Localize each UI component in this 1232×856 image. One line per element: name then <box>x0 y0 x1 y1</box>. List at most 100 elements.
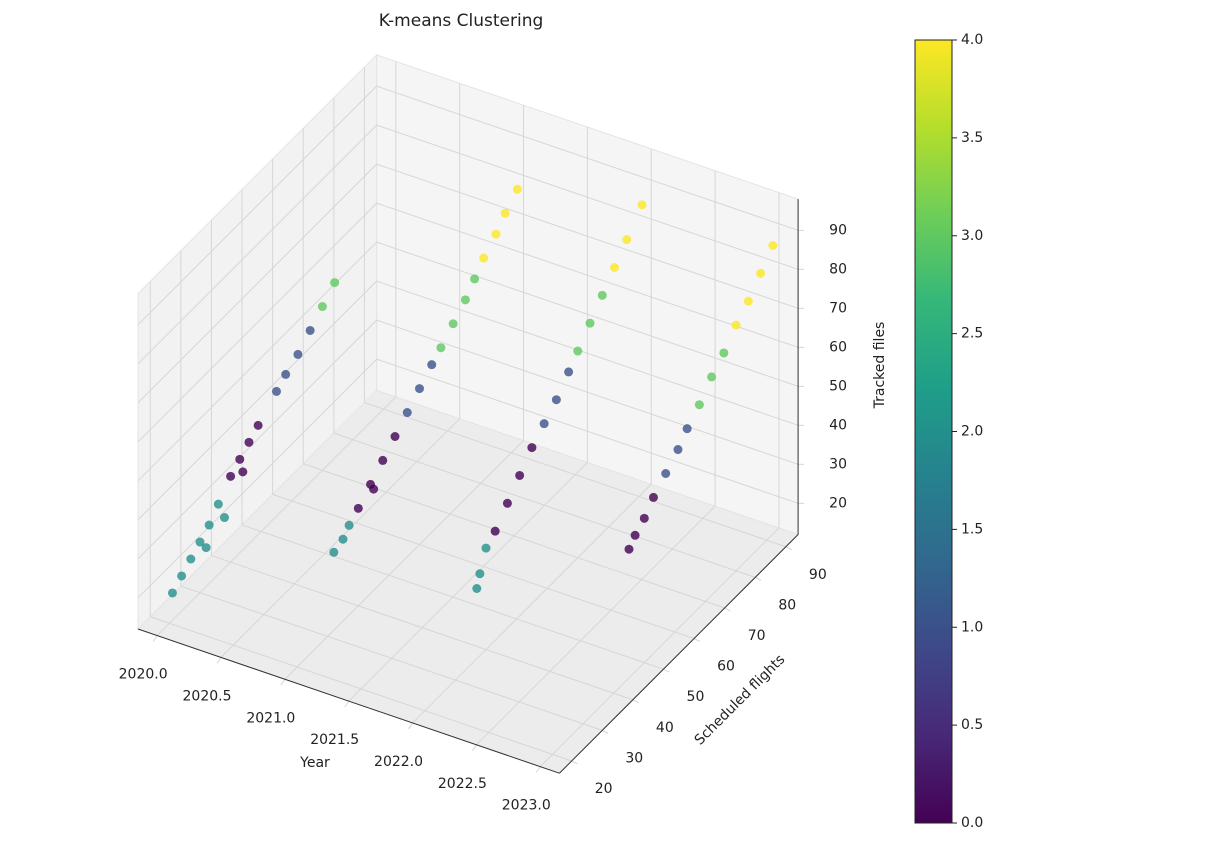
data-point <box>673 445 683 455</box>
data-point <box>219 513 229 523</box>
grid-line <box>137 319 378 560</box>
data-point <box>512 184 522 194</box>
data-point <box>366 479 376 489</box>
z-tick-label: 90 <box>829 222 847 238</box>
z-tick-label: 50 <box>829 378 847 394</box>
data-point <box>244 437 254 447</box>
x-axis <box>137 628 560 774</box>
z-axis-label: Tracked files <box>872 322 888 410</box>
data-point <box>639 513 649 523</box>
colorbar-tick-label: 1.5 <box>961 521 983 537</box>
colorbar <box>914 39 953 824</box>
data-point <box>472 583 482 593</box>
data-point <box>201 543 211 553</box>
colorbar-tick-label: 0.5 <box>961 717 983 733</box>
data-point <box>564 367 574 377</box>
z-tick-label: 40 <box>829 417 847 433</box>
data-point <box>281 369 291 379</box>
data-point <box>186 554 196 564</box>
grid-line <box>376 163 799 309</box>
data-point <box>624 544 634 554</box>
y-tick-label: 40 <box>656 720 674 736</box>
x-tick <box>344 700 350 708</box>
colorbar-tick-label: 3.0 <box>961 228 983 244</box>
grid-line <box>348 462 588 702</box>
grid-line <box>376 319 799 465</box>
x-tick-label: 2020.0 <box>119 667 168 683</box>
data-point <box>427 360 437 370</box>
data-point <box>305 325 315 335</box>
data-point <box>475 569 485 579</box>
grid-line <box>137 280 378 521</box>
grid-line <box>376 280 799 426</box>
chart-title: K-means Clustering <box>379 11 544 31</box>
data-point <box>195 537 205 547</box>
grid-line <box>137 358 378 599</box>
data-point <box>515 470 525 480</box>
y-tick-label: 60 <box>717 659 735 675</box>
data-point <box>637 200 647 210</box>
data-point <box>481 543 491 553</box>
data-point <box>500 208 510 218</box>
grid-line <box>539 527 780 768</box>
grid-line <box>211 555 634 701</box>
y-tick <box>755 576 762 581</box>
data-point <box>390 431 400 441</box>
data-point <box>610 262 620 272</box>
grid-line <box>150 616 572 762</box>
data-point <box>448 319 458 329</box>
data-point <box>271 386 281 396</box>
colorbar-tick-label: 2.5 <box>961 326 983 342</box>
data-point <box>344 520 354 530</box>
data-point <box>204 520 214 530</box>
y-tick <box>693 638 701 643</box>
y-tick-label: 20 <box>595 781 613 797</box>
y-tick <box>602 729 609 734</box>
x-tick <box>535 766 541 773</box>
data-point <box>177 571 187 581</box>
grid-line <box>364 402 787 548</box>
y-tick <box>632 699 640 704</box>
colorbar-tick-label: 4.0 <box>961 32 983 48</box>
colorbar-tick-label: 3.5 <box>961 130 983 146</box>
y-tick <box>785 546 793 551</box>
data-point <box>238 467 248 477</box>
y-tick-label: 70 <box>748 628 766 644</box>
x-tick-label: 2022.0 <box>374 754 423 770</box>
grid-line <box>376 124 799 270</box>
grid-line <box>137 163 378 404</box>
grid-line <box>476 505 716 746</box>
grid-line <box>272 493 695 640</box>
data-point <box>585 318 595 328</box>
x-tick-label: 2021.0 <box>246 710 295 726</box>
grid-line <box>137 85 378 326</box>
data-point <box>293 349 303 359</box>
data-point <box>502 498 512 508</box>
data-point <box>707 372 717 382</box>
data-point <box>213 499 223 509</box>
x-tick-label: 2023.0 <box>502 798 551 814</box>
x-tick-label: 2022.5 <box>438 776 487 792</box>
x-tick-label: 2021.5 <box>310 732 359 748</box>
data-point <box>226 471 236 481</box>
data-point <box>597 290 607 300</box>
grid-line <box>156 396 397 636</box>
grid-line <box>376 85 799 231</box>
data-point <box>743 296 753 306</box>
data-point <box>167 588 177 598</box>
data-point <box>414 384 424 394</box>
data-point <box>573 346 583 356</box>
data-point <box>719 348 729 358</box>
data-point <box>479 253 489 263</box>
z-tick-label: 20 <box>829 495 847 511</box>
y-axis <box>559 534 799 774</box>
y-tick-label: 90 <box>809 567 827 583</box>
data-point <box>551 395 561 405</box>
data-point <box>768 240 778 250</box>
y-axis-label: Scheduled flights <box>692 652 789 749</box>
data-point <box>661 468 671 478</box>
z-tick-label: 70 <box>829 300 847 316</box>
data-point <box>460 295 470 305</box>
data-point <box>490 526 500 536</box>
